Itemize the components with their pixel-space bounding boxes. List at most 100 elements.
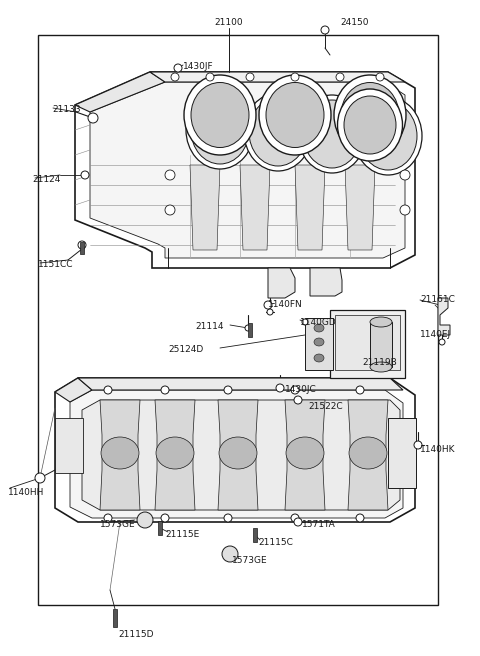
Circle shape xyxy=(294,396,302,404)
Ellipse shape xyxy=(337,89,403,161)
Ellipse shape xyxy=(191,83,249,148)
Ellipse shape xyxy=(259,75,331,155)
Circle shape xyxy=(171,73,179,81)
Text: 21115E: 21115E xyxy=(165,530,199,539)
Bar xyxy=(253,528,257,542)
Polygon shape xyxy=(82,400,400,510)
Bar xyxy=(80,242,84,254)
Circle shape xyxy=(356,514,364,522)
Polygon shape xyxy=(295,165,325,250)
Bar xyxy=(113,609,117,627)
Circle shape xyxy=(400,205,410,215)
Polygon shape xyxy=(78,378,403,390)
Polygon shape xyxy=(75,72,415,268)
Circle shape xyxy=(137,512,153,528)
Text: 1140GD: 1140GD xyxy=(300,318,337,327)
Circle shape xyxy=(224,514,232,522)
Polygon shape xyxy=(100,400,140,510)
Ellipse shape xyxy=(249,98,307,166)
Ellipse shape xyxy=(344,96,396,154)
Ellipse shape xyxy=(370,362,392,372)
Circle shape xyxy=(165,205,175,215)
Text: 1430JF: 1430JF xyxy=(183,62,214,71)
Circle shape xyxy=(276,384,284,392)
Circle shape xyxy=(78,241,86,249)
Circle shape xyxy=(302,319,308,325)
Text: 21133: 21133 xyxy=(52,105,81,114)
Ellipse shape xyxy=(349,437,387,469)
Ellipse shape xyxy=(266,83,324,148)
Ellipse shape xyxy=(186,91,254,169)
Ellipse shape xyxy=(191,96,249,164)
Ellipse shape xyxy=(354,97,422,175)
Circle shape xyxy=(414,441,422,449)
Polygon shape xyxy=(345,165,375,250)
Circle shape xyxy=(104,386,112,394)
Polygon shape xyxy=(155,400,195,510)
Ellipse shape xyxy=(359,102,417,170)
Text: 1151CC: 1151CC xyxy=(38,260,73,269)
Circle shape xyxy=(245,325,251,331)
Ellipse shape xyxy=(184,75,256,155)
Circle shape xyxy=(165,170,175,180)
Bar xyxy=(248,323,252,337)
Text: 21161C: 21161C xyxy=(420,295,455,304)
Ellipse shape xyxy=(314,324,324,332)
Circle shape xyxy=(439,339,445,345)
Text: 21522C: 21522C xyxy=(308,402,343,411)
Polygon shape xyxy=(90,82,405,258)
Polygon shape xyxy=(150,72,405,82)
Text: 21115C: 21115C xyxy=(258,538,293,547)
Ellipse shape xyxy=(303,100,361,168)
Polygon shape xyxy=(55,378,92,402)
Text: 1573GE: 1573GE xyxy=(232,556,268,565)
Polygon shape xyxy=(268,268,295,298)
Circle shape xyxy=(321,26,329,34)
Text: 21114: 21114 xyxy=(195,322,224,331)
Polygon shape xyxy=(70,390,403,518)
Text: 21124: 21124 xyxy=(32,175,60,184)
Circle shape xyxy=(264,301,272,309)
Circle shape xyxy=(246,73,254,81)
Ellipse shape xyxy=(244,93,312,171)
Text: 1573GE: 1573GE xyxy=(100,520,136,529)
Text: 1140EJ: 1140EJ xyxy=(420,330,451,339)
Circle shape xyxy=(336,73,344,81)
Bar xyxy=(330,310,405,378)
Ellipse shape xyxy=(341,83,399,148)
Polygon shape xyxy=(438,298,450,335)
Text: 1571TA: 1571TA xyxy=(302,520,336,529)
Polygon shape xyxy=(310,268,342,296)
Circle shape xyxy=(267,309,273,315)
Bar xyxy=(158,521,162,535)
Circle shape xyxy=(291,386,299,394)
Text: 1140FN: 1140FN xyxy=(268,300,303,309)
Polygon shape xyxy=(285,400,325,510)
Text: 21119B: 21119B xyxy=(362,358,397,367)
Ellipse shape xyxy=(101,437,139,469)
Ellipse shape xyxy=(334,75,406,155)
Polygon shape xyxy=(218,400,258,510)
Circle shape xyxy=(88,113,98,123)
Polygon shape xyxy=(348,400,388,510)
Circle shape xyxy=(35,473,45,483)
Circle shape xyxy=(294,518,302,526)
Text: 24150: 24150 xyxy=(340,18,369,27)
Polygon shape xyxy=(75,72,165,112)
Text: 25124D: 25124D xyxy=(168,345,203,354)
Circle shape xyxy=(291,514,299,522)
Bar xyxy=(335,315,400,370)
Circle shape xyxy=(174,64,182,72)
Circle shape xyxy=(291,73,299,81)
Circle shape xyxy=(104,514,112,522)
Circle shape xyxy=(81,171,89,179)
Circle shape xyxy=(376,73,384,81)
Text: 21100: 21100 xyxy=(215,18,243,27)
Bar xyxy=(38,35,438,605)
Circle shape xyxy=(161,386,169,394)
Ellipse shape xyxy=(314,354,324,362)
Circle shape xyxy=(161,514,169,522)
Ellipse shape xyxy=(219,437,257,469)
Bar xyxy=(55,418,83,473)
Polygon shape xyxy=(240,165,270,250)
